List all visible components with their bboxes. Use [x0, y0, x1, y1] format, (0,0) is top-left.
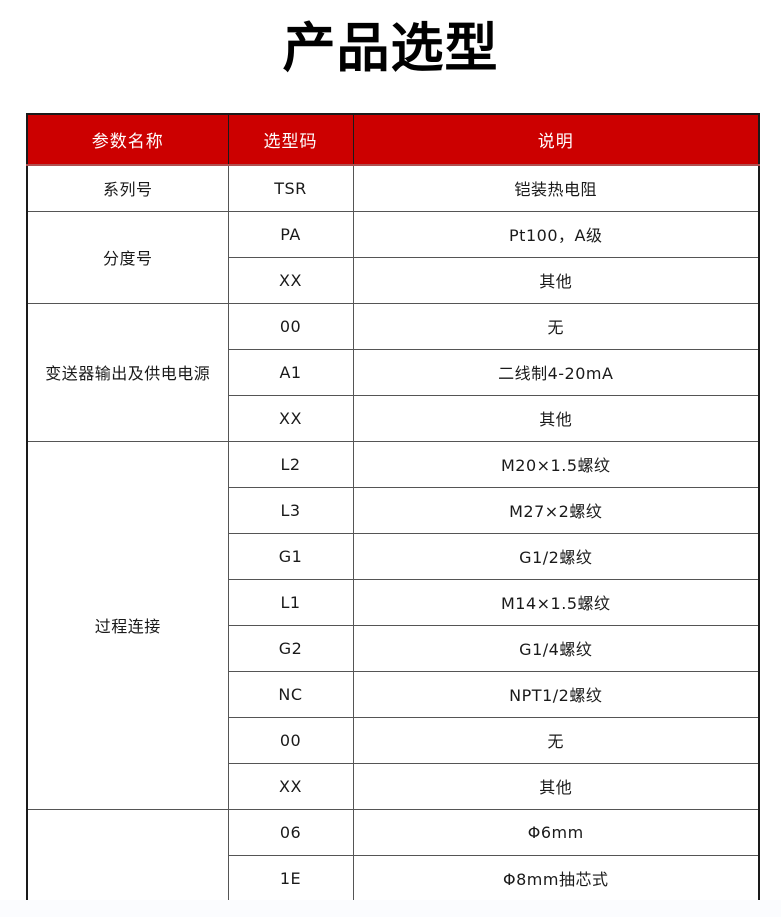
cell-description: NPT1/2螺纹	[353, 671, 759, 718]
table-row: 过程连接 L2 M20×1.5螺纹	[27, 440, 759, 810]
cell-selection-code: XX	[228, 257, 354, 304]
cell-parameter-name: 系列号	[27, 165, 229, 212]
table-header: 参数名称 选型码 说明	[27, 114, 759, 166]
table-body: 系列号 TSR 铠装热电阻 分度号 PA Pt100，A级 XX 其他 变送器输出及供电电源 00…	[27, 165, 759, 902]
cell-description: M27×2螺纹	[353, 487, 759, 534]
column-header-selection-code: 选型码	[228, 114, 354, 166]
cell-selection-code: 00	[228, 302, 354, 350]
cell-description: G1/4螺纹	[353, 625, 759, 672]
column-header-description: 说明	[353, 114, 759, 166]
cell-description: 其他	[353, 395, 759, 442]
cell-selection-code: 1E	[228, 855, 354, 902]
cell-parameter-name: 过程连接	[27, 440, 229, 810]
cell-description: Φ8mm抽芯式	[353, 855, 759, 902]
cell-selection-code: L2	[228, 440, 354, 488]
cell-selection-code: NC	[228, 671, 354, 718]
cell-selection-code: L1	[228, 579, 354, 626]
cell-description: 其他	[353, 257, 759, 304]
cell-description: M20×1.5螺纹	[353, 440, 759, 488]
cell-description: 其他	[353, 763, 759, 810]
cell-description: M14×1.5螺纹	[353, 579, 759, 626]
cell-selection-code: XX	[228, 395, 354, 442]
cell-selection-code: 00	[228, 717, 354, 764]
page-title: 产品选型	[282, 18, 499, 79]
page-bottom-clip	[0, 900, 781, 917]
cell-parameter-name	[27, 808, 229, 902]
table-row: 系列号 TSR 铠装热电阻	[27, 165, 759, 212]
table-row: A1 二线制4-20mA	[27, 349, 759, 396]
cell-selection-code: TSR	[228, 165, 354, 212]
selection-table-wrapper: 参数名称 选型码 说明 系列号 TSR 铠装热电阻 分度号 PA Pt100，A级 XX 其他…	[26, 113, 760, 902]
cell-parameter-name: 变送器输出及供电电源	[27, 302, 229, 442]
product-selection-table: 参数名称 选型码 说明 系列号 TSR 铠装热电阻 分度号 PA Pt100，A级 XX 其他…	[26, 113, 760, 902]
cell-selection-code: 06	[228, 808, 354, 856]
table-row: 分度号 PA Pt100，A级	[27, 210, 759, 304]
table-row: NC NPT1/2螺纹	[27, 671, 759, 718]
cell-selection-code: A1	[228, 349, 354, 396]
table-row: L1 M14×1.5螺纹	[27, 579, 759, 626]
cell-description: 无	[353, 302, 759, 350]
table-row: G2 G1/4螺纹	[27, 625, 759, 672]
cell-description: G1/2螺纹	[353, 533, 759, 580]
table-row: 变送器输出及供电电源 00 无	[27, 302, 759, 442]
cell-selection-code: G1	[228, 533, 354, 580]
table-row: L3 M27×2螺纹	[27, 487, 759, 534]
cell-selection-code: PA	[228, 210, 354, 258]
column-header-parameter-name: 参数名称	[27, 114, 229, 166]
cell-parameter-name: 分度号	[27, 210, 229, 304]
table-row: XX 其他	[27, 763, 759, 810]
cell-description: 无	[353, 717, 759, 764]
cell-description: Pt100，A级	[353, 210, 759, 258]
cell-selection-code: G2	[228, 625, 354, 672]
cell-description: 铠装热电阻	[353, 165, 759, 212]
cell-selection-code: XX	[228, 763, 354, 810]
table-row: G1 G1/2螺纹	[27, 533, 759, 580]
table-row: 06 Φ6mm	[27, 808, 759, 902]
cell-description: Φ6mm	[353, 808, 759, 856]
cell-selection-code: L3	[228, 487, 354, 534]
cell-description: 二线制4-20mA	[353, 349, 759, 396]
table-row: 00 无	[27, 717, 759, 764]
table-header-row: 参数名称 选型码 说明	[27, 114, 759, 166]
